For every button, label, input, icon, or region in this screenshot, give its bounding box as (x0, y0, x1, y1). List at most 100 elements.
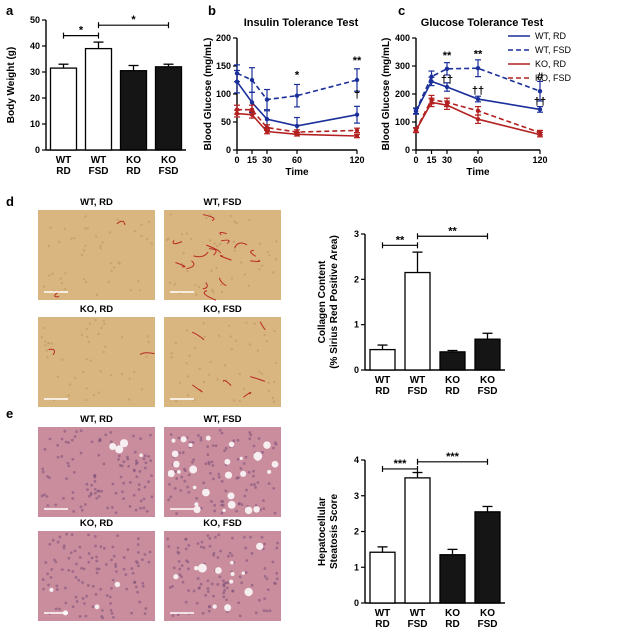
micrograph-texture (259, 508, 262, 512)
y-axis-title: Blood Glucose (mg/mL) (381, 38, 392, 151)
micrograph-texture (137, 279, 140, 283)
micrograph-texture (55, 588, 59, 591)
micrograph-texture (148, 550, 152, 554)
bar (84, 47, 113, 151)
micrograph-texture (64, 601, 68, 605)
micrograph-texture (216, 556, 220, 559)
panel-letter-a: a (6, 3, 14, 18)
micrograph-texture (217, 472, 221, 476)
micrograph-texture (272, 446, 275, 450)
x-category-label: KO (480, 608, 495, 619)
micrograph-texture (112, 266, 116, 269)
micrograph-texture (184, 469, 187, 473)
micrograph-texture (185, 362, 188, 365)
micrograph-texture (171, 584, 174, 588)
micrograph-texture (40, 336, 43, 339)
micrograph-texture (175, 399, 178, 403)
micrograph-texture (218, 243, 222, 246)
micrograph-texture (60, 455, 64, 458)
micrograph-texture (233, 249, 237, 252)
micrograph-texture (200, 506, 203, 510)
micrograph-texture (187, 473, 191, 477)
micrograph-texture (262, 507, 266, 510)
micrograph-texture (212, 594, 215, 598)
micrograph-texture (243, 387, 246, 390)
micrograph-texture (149, 459, 153, 463)
lipid-vacuole (139, 453, 143, 457)
lipid-vacuole (230, 571, 235, 576)
micrograph-texture (69, 551, 73, 555)
y-tick-label: 1 (354, 562, 359, 572)
micrograph-texture (186, 394, 190, 397)
micrograph-texture (99, 247, 102, 250)
micrograph-texture (71, 491, 75, 494)
micrograph-texture (44, 344, 47, 347)
fibrosis-strand (219, 255, 232, 261)
micrograph-texture (116, 218, 120, 222)
micrograph-texture (226, 581, 230, 584)
micrograph-texture (271, 396, 275, 400)
micrograph-texture (209, 471, 212, 475)
chart-glucose-tolerance: Glucose Tolerance Test0100200300400Blood… (381, 17, 548, 178)
micrograph-texture (109, 374, 113, 377)
micrograph-texture (231, 536, 234, 540)
micrograph-texture (138, 470, 142, 473)
micrograph-texture (92, 393, 96, 397)
lipid-vacuole (109, 443, 117, 450)
y-tick-label: 30 (30, 67, 40, 77)
micrograph-texture (143, 485, 147, 489)
micrograph-texture (85, 357, 88, 361)
micrograph-texture (136, 590, 139, 594)
micrograph-texture (189, 237, 193, 241)
micrograph-texture (169, 433, 173, 437)
micrograph-texture (84, 503, 87, 506)
micrograph-texture (225, 598, 228, 602)
micrograph-texture (254, 611, 258, 615)
micrograph-texture (100, 326, 103, 330)
micrograph-texture (110, 269, 113, 272)
micrograph-texture (175, 512, 179, 515)
lipid-vacuole (205, 435, 211, 441)
micrograph-texture (109, 601, 112, 605)
micrograph-texture (94, 592, 98, 596)
micrograph-texture (143, 553, 147, 556)
micrograph-texture (265, 340, 269, 343)
micrograph-texture (260, 535, 264, 539)
micrograph-texture (211, 444, 215, 448)
micrograph-texture (275, 577, 279, 581)
micrograph-texture (220, 503, 224, 507)
micrograph-texture (58, 535, 62, 539)
micrograph-texture (215, 266, 218, 270)
micrograph-texture (87, 560, 91, 564)
micrograph-texture (197, 434, 200, 437)
bar (404, 477, 431, 604)
micrograph-texture (84, 215, 87, 218)
micrograph-texture (272, 400, 276, 403)
micrograph-texture (216, 583, 220, 586)
micrograph-texture (95, 496, 99, 500)
micrograph-texture (212, 290, 215, 294)
micrograph-texture (276, 541, 279, 545)
micrographs-he-stain: WT, RD WT, FSD KO, RD KO, FSD (38, 414, 281, 621)
x-category-label: RD (375, 619, 389, 630)
micrograph-texture (73, 237, 76, 240)
micrograph-texture (235, 221, 238, 225)
data-point (429, 97, 434, 102)
micrograph-texture (169, 213, 172, 216)
micrograph-texture (223, 364, 227, 367)
micrograph-texture (170, 356, 173, 359)
micrograph-texture (132, 434, 135, 438)
micrograph-texture (258, 242, 261, 245)
x-category-label: RD (126, 166, 140, 177)
data-point (413, 127, 419, 133)
micrograph-texture (179, 381, 182, 384)
micrograph-texture (130, 611, 134, 615)
x-category-label: RD (375, 386, 389, 397)
micrograph-texture (75, 600, 79, 603)
micrograph-texture (174, 341, 178, 345)
micrograph-texture (206, 587, 210, 590)
y-tick-label: 40 (30, 41, 40, 51)
micrograph-texture (109, 608, 113, 612)
micrograph-texture (41, 470, 45, 474)
micrograph-texture (205, 216, 208, 220)
